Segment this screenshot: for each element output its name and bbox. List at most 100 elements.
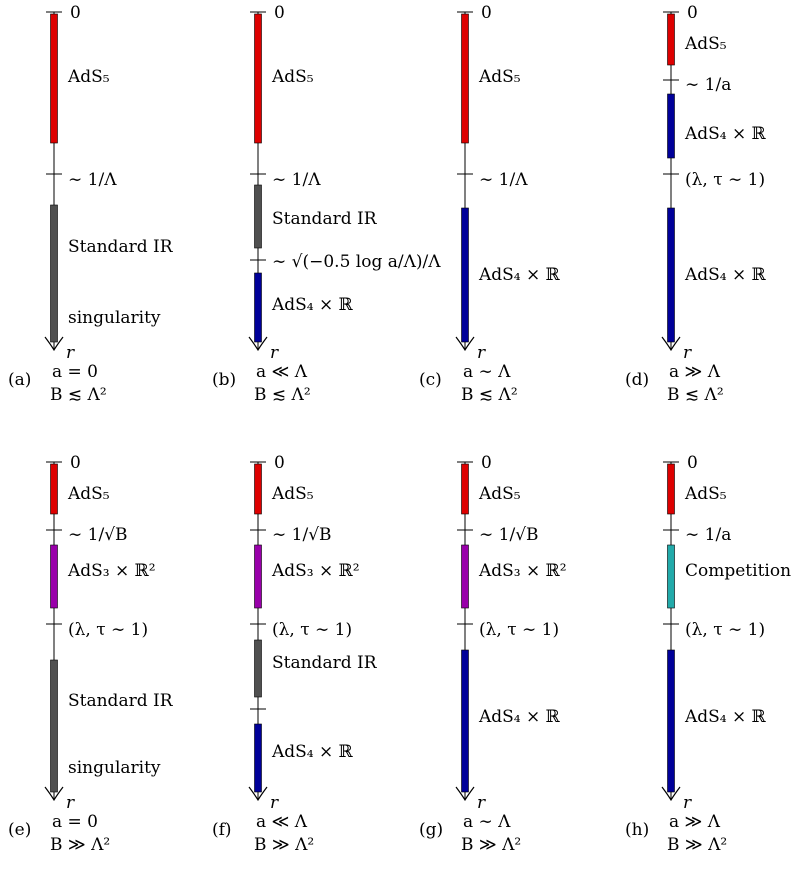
caption-tag: (a) — [8, 370, 31, 390]
axis-label-r: r — [270, 343, 279, 363]
axis-arrow-icon — [661, 336, 681, 352]
segment-label: AdS₅ — [271, 484, 314, 504]
segment-bar-ads4 — [254, 272, 262, 343]
tick-label: ∼ 1/Λ — [272, 170, 321, 190]
axis-arrow-icon — [661, 786, 681, 802]
segment-bar-ads5 — [254, 13, 262, 144]
segment-bar-ads5 — [254, 463, 262, 515]
segment-bar-ads3 — [461, 544, 469, 609]
segment-label: AdS₄ × ℝ — [684, 265, 767, 285]
segment-bar-standard_ir — [254, 639, 262, 698]
segment-bar-ads4 — [667, 207, 675, 343]
zero-label: 0 — [70, 453, 81, 473]
axis-label-r: r — [683, 793, 692, 813]
segment-label: Standard IR — [272, 653, 378, 673]
segment-label: AdS₅ — [67, 484, 110, 504]
caption-line-1: a = 0 — [52, 812, 98, 832]
segment-label: Competition — [685, 561, 791, 581]
segment-label: AdS₄ × ℝ — [478, 707, 561, 727]
tick-label: ∼ 1/a — [685, 525, 731, 545]
segment-label: Standard IR — [272, 209, 378, 229]
extra-label: singularity — [68, 758, 161, 778]
tick-label: ∼ 1/a — [685, 75, 731, 95]
axis-label-r: r — [683, 343, 692, 363]
caption-line-2: B ≫ Λ² — [254, 835, 314, 855]
segment-label: AdS₃ × ℝ² — [478, 561, 567, 581]
segment-bar-ads3 — [254, 544, 262, 609]
segment-bar-ads4 — [667, 649, 675, 793]
segment-bar-standard_ir — [50, 204, 58, 343]
caption-tag: (g) — [419, 820, 443, 840]
segment-label: Standard IR — [68, 691, 174, 711]
caption-tag: (b) — [212, 370, 236, 390]
zero-label: 0 — [481, 3, 492, 23]
tick-label: (λ, τ ∼ 1) — [479, 620, 559, 640]
tick-label: (λ, τ ∼ 1) — [685, 620, 765, 640]
caption-line-2: B ≫ Λ² — [667, 835, 727, 855]
tick-label: (λ, τ ∼ 1) — [272, 620, 352, 640]
axis-arrow-icon — [44, 786, 64, 802]
segment-label: AdS₃ × ℝ² — [67, 561, 156, 581]
segment-label: AdS₅ — [684, 34, 727, 54]
caption-line-1: a ≪ Λ — [256, 812, 308, 832]
segment-bar-ads4 — [461, 649, 469, 793]
caption-line-2: B ≫ Λ² — [50, 835, 110, 855]
caption-line-2: B ≫ Λ² — [461, 835, 521, 855]
zero-label: 0 — [274, 3, 285, 23]
caption-tag: (e) — [8, 820, 31, 840]
zero-label: 0 — [70, 3, 81, 23]
axis-label-r: r — [270, 793, 279, 813]
caption-tag: (d) — [625, 370, 649, 390]
segment-label: AdS₅ — [67, 67, 110, 87]
tick-label: (λ, τ ∼ 1) — [68, 620, 148, 640]
caption-line-2: B ≲ Λ² — [50, 385, 107, 405]
segment-label: AdS₄ × ℝ — [684, 124, 767, 144]
segment-label: AdS₄ × ℝ — [684, 707, 767, 727]
segment-bar-ads5 — [461, 13, 469, 144]
axis-label-r: r — [477, 343, 486, 363]
axis-arrow-icon — [455, 786, 475, 802]
tick-label: ∼ 1/√B — [68, 525, 128, 545]
tick-label: ∼ √(−0.5 log a/Λ)/Λ — [272, 252, 441, 272]
segment-label: AdS₃ × ℝ² — [271, 561, 360, 581]
caption-tag: (c) — [419, 370, 442, 390]
segment-bar-ads5 — [50, 13, 58, 144]
tick-label: ∼ 1/Λ — [479, 170, 528, 190]
segment-label: AdS₅ — [271, 67, 314, 87]
axis-arrow-icon — [455, 336, 475, 352]
segment-bar-standard_ir — [254, 184, 262, 249]
segment-bar-ads5 — [50, 463, 58, 515]
segment-bar-ads4 — [461, 207, 469, 343]
segment-label: AdS₄ × ℝ — [271, 742, 354, 762]
caption-line-2: B ≲ Λ² — [461, 385, 518, 405]
segment-bar-ads3 — [50, 544, 58, 609]
tick-label: (λ, τ ∼ 1) — [685, 170, 765, 190]
segment-bar-ads5 — [667, 13, 675, 66]
extra-label: singularity — [68, 308, 161, 328]
segment-label: AdS₄ × ℝ — [271, 295, 354, 315]
axis-label-r: r — [66, 793, 75, 813]
tick-label: ∼ 1/√B — [272, 525, 332, 545]
tick-label: ∼ 1/√B — [479, 525, 539, 545]
caption-line-2: B ≲ Λ² — [667, 385, 724, 405]
segment-bar-ads4 — [254, 723, 262, 793]
axis-label-r: r — [477, 793, 486, 813]
caption-line-1: a ≫ Λ — [669, 362, 721, 382]
tick-label: ∼ 1/Λ — [68, 170, 117, 190]
segment-label: AdS₄ × ℝ — [478, 265, 561, 285]
caption-tag: (h) — [625, 820, 649, 840]
axis-arrow-icon — [248, 336, 268, 352]
axis-arrow-icon — [44, 336, 64, 352]
segment-bar-standard_ir — [50, 659, 58, 793]
segment-bar-competition — [667, 544, 675, 609]
caption-line-1: a ∼ Λ — [463, 812, 511, 832]
caption-line-1: a ∼ Λ — [463, 362, 511, 382]
segment-label: AdS₅ — [478, 67, 521, 87]
caption-line-2: B ≲ Λ² — [254, 385, 311, 405]
caption-line-1: a = 0 — [52, 362, 98, 382]
segment-label: Standard IR — [68, 237, 174, 257]
caption-line-1: a ≫ Λ — [669, 812, 721, 832]
segment-label: AdS₅ — [478, 484, 521, 504]
caption-tag: (f) — [212, 820, 232, 840]
